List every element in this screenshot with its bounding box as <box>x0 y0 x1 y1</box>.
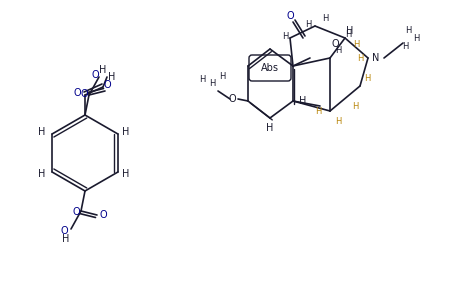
Text: H: H <box>345 29 351 39</box>
Text: O: O <box>331 39 339 49</box>
Text: H: H <box>357 54 363 62</box>
Text: H: H <box>299 96 307 106</box>
Text: O: O <box>73 88 81 98</box>
Text: H: H <box>305 20 311 28</box>
Text: O: O <box>228 94 236 104</box>
Text: O: O <box>103 80 111 90</box>
Text: H: H <box>39 127 46 137</box>
Text: H: H <box>122 169 130 179</box>
Text: H: H <box>346 26 354 36</box>
Text: O: O <box>99 210 107 220</box>
Text: H: H <box>122 127 130 137</box>
Text: O: O <box>60 226 68 236</box>
Text: Abs: Abs <box>261 63 279 73</box>
Text: H: H <box>199 74 205 84</box>
Text: O: O <box>286 11 294 21</box>
Text: H: H <box>39 169 46 179</box>
Text: H: H <box>413 33 419 43</box>
Text: H: H <box>353 39 359 48</box>
Text: H: H <box>322 13 328 23</box>
Text: H: H <box>405 25 411 35</box>
Text: H: H <box>209 79 215 88</box>
Text: H: H <box>352 102 358 110</box>
Text: H: H <box>100 65 106 75</box>
Text: H: H <box>315 106 321 115</box>
Text: O: O <box>80 89 88 99</box>
Text: H: H <box>62 234 70 244</box>
Text: H: H <box>402 42 408 50</box>
Text: H: H <box>335 117 341 125</box>
Text: H: H <box>364 73 370 83</box>
Text: H: H <box>108 72 116 82</box>
Text: H: H <box>219 72 225 80</box>
FancyBboxPatch shape <box>249 55 291 81</box>
Text: O: O <box>72 207 80 217</box>
Text: H: H <box>282 32 288 40</box>
Text: H: H <box>266 123 274 133</box>
Text: N: N <box>372 53 380 63</box>
Text: H: H <box>335 46 341 54</box>
Text: O: O <box>91 70 99 80</box>
